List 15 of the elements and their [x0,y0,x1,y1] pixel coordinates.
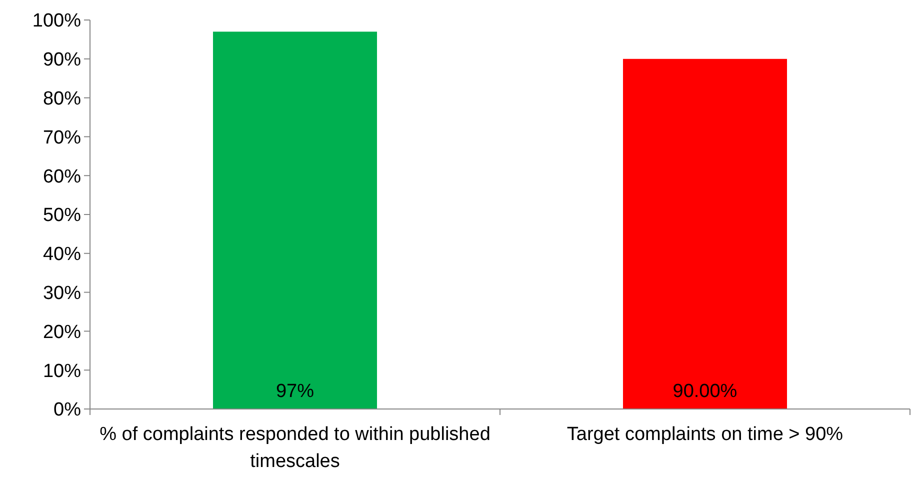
y-tick-label: 40% [42,244,82,266]
y-tick-label: 10% [42,360,82,382]
y-tick-label: 90% [42,50,82,71]
y-tick-label: 80% [42,88,82,110]
y-tick-label: 50% [42,205,82,226]
y-tick-label: 20% [42,322,82,343]
x-tick-label: % of complaints responded to within published timescales [98,423,492,474]
data-label: 97% [276,381,314,402]
y-tick-label: 100% [32,10,82,32]
y-tick-label: 0% [54,400,82,421]
x-tick-label: Target complaints on time > 90% [566,423,844,447]
data-label: 90.00% [672,381,738,402]
y-tick-label: 30% [42,282,82,304]
y-tick-label: 70% [42,127,82,148]
y-tick-label: 60% [42,166,82,188]
